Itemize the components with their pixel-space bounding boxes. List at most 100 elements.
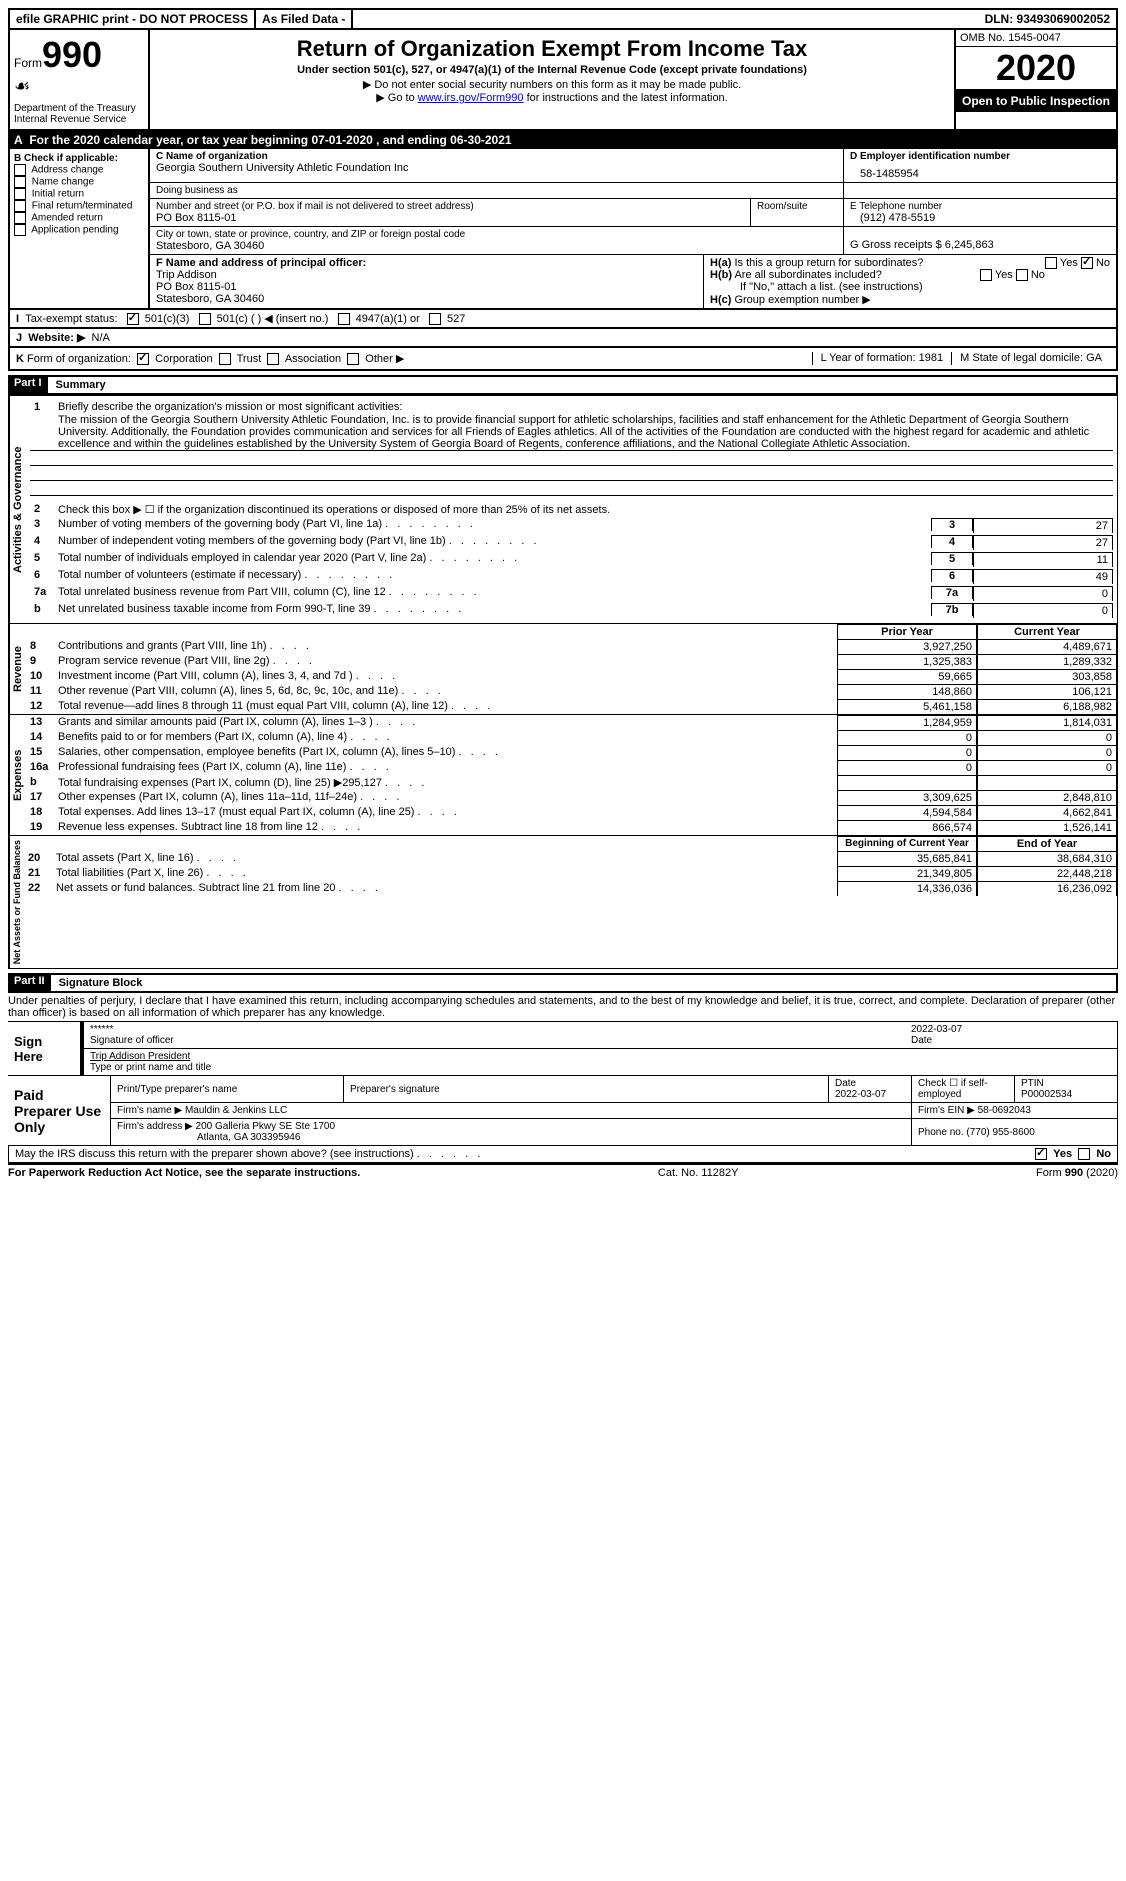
discuss-no-checkbox[interactable] (1078, 1148, 1090, 1160)
k-assoc-checkbox[interactable] (267, 353, 279, 365)
ein-label: Firm's EIN ▶ (918, 1105, 975, 1116)
hb-note: If "No," attach a list. (see instruction… (710, 281, 1110, 293)
firm-ein: 58-0692043 (978, 1105, 1031, 1116)
efile-label: efile GRAPHIC print - DO NOT PROCESS (10, 10, 256, 28)
hb-no-checkbox[interactable] (1016, 269, 1028, 281)
dba-label: Doing business as (150, 183, 843, 198)
officer-po: PO Box 8115-01 (156, 281, 237, 293)
l-value: 1981 (919, 352, 943, 364)
row-j: J Website: ▶ N/A (8, 329, 1118, 348)
top-bar: efile GRAPHIC print - DO NOT PROCESS As … (8, 8, 1118, 30)
j-value: N/A (92, 332, 110, 344)
k-label: Form of organization: (27, 353, 131, 365)
mission-text: The mission of the Georgia Southern Univ… (30, 414, 1113, 451)
subtitle-2: ▶ Do not enter social security numbers o… (154, 78, 950, 91)
firm-name: Mauldin & Jenkins LLC (185, 1105, 287, 1116)
ptin-value: P00002534 (1021, 1089, 1072, 1100)
row-a: A For the 2020 calendar year, or tax yea… (8, 131, 1118, 149)
k-opt-1: Trust (237, 353, 262, 365)
org-name: Georgia Southern University Athletic Fou… (156, 162, 837, 174)
g-label: G Gross receipts $ (850, 239, 942, 251)
b-checkbox[interactable] (14, 200, 26, 212)
b-checkbox[interactable] (14, 212, 26, 224)
prep-date-label: Date (835, 1078, 856, 1089)
prep-date: 2022-03-07 (835, 1089, 886, 1100)
city-label: City or town, state or province, country… (156, 229, 837, 240)
city-value: Statesboro, GA 30460 (156, 240, 837, 252)
discuss-yes-checkbox[interactable] (1035, 1148, 1047, 1160)
i-opt-3: 527 (447, 313, 465, 325)
yes-label: Yes (1060, 257, 1078, 269)
sig-date: 2022-03-07 (911, 1024, 962, 1035)
firm-addr2: Atlanta, GA 303395946 (117, 1132, 300, 1143)
i-527-checkbox[interactable] (429, 313, 441, 325)
hb-text: Are all subordinates included? (734, 269, 881, 281)
part1-title: Summary (48, 375, 1118, 395)
b-checkbox[interactable] (14, 176, 26, 188)
k-opt-2: Association (285, 353, 341, 365)
street-label: Number and street (or P.O. box if mail i… (156, 201, 744, 212)
block-b-d: B Check if applicable: Address change Na… (8, 149, 1118, 310)
yes-label-2: Yes (995, 269, 1013, 281)
k-opt-0: Corporation (155, 353, 212, 365)
open-inspection: Open to Public Inspection (956, 90, 1116, 112)
print-name-label: Type or print name and title (90, 1062, 211, 1073)
boy-header: Beginning of Current Year (837, 836, 977, 851)
part2-title: Signature Block (51, 973, 1118, 993)
officer-city: Statesboro, GA 30460 (156, 293, 264, 305)
b-checkbox[interactable] (14, 188, 26, 200)
ha-yes-checkbox[interactable] (1045, 257, 1057, 269)
ha-no-checkbox[interactable] (1081, 257, 1093, 269)
officer-print-name: Trip Addison President (90, 1051, 190, 1062)
k-other-checkbox[interactable] (347, 353, 359, 365)
hc-text: Group exemption number ▶ (734, 294, 870, 306)
ha-text: Is this a group return for subordinates? (734, 257, 923, 269)
exp-label: Expenses (9, 715, 26, 835)
sig-officer-label: Signature of officer (90, 1035, 174, 1046)
part1-label: Part I (8, 375, 48, 395)
subtitle-3a: ▶ Go to (376, 92, 417, 104)
tax-year: 2020 (956, 47, 1116, 90)
current-year-header: Current Year (977, 624, 1117, 639)
prior-year-header: Prior Year (837, 624, 977, 639)
k-corp-checkbox[interactable] (137, 353, 149, 365)
i-501c3-checkbox[interactable] (127, 313, 139, 325)
rev-label: Revenue (9, 624, 26, 714)
k-opt-3: Other ▶ (365, 353, 404, 365)
part2-label: Part II (8, 973, 51, 993)
row-a-text: For the 2020 calendar year, or tax year … (29, 133, 511, 147)
i-opt-0: 501(c)(3) (145, 313, 190, 325)
ein-value: 58-1485954 (850, 162, 1110, 180)
i-opt-1: 501(c) ( ) ◀ (insert no.) (217, 313, 329, 325)
asfiled-label: As Filed Data - (256, 10, 353, 28)
firm-label: Firm's name ▶ (117, 1105, 182, 1116)
actgov-label: Activities & Governance (9, 396, 26, 623)
irs-link[interactable]: www.irs.gov/Form990 (418, 92, 524, 104)
prep-name-label: Print/Type preparer's name (111, 1076, 344, 1103)
hb-yes-checkbox[interactable] (980, 269, 992, 281)
m-label: M State of legal domicile: (960, 352, 1083, 364)
eoy-header: End of Year (977, 836, 1117, 851)
sign-here-label: Sign Here (8, 1022, 82, 1076)
i-4947-checkbox[interactable] (338, 313, 350, 325)
pra-notice: For Paperwork Reduction Act Notice, see … (8, 1167, 360, 1179)
ptin-label: PTIN (1021, 1078, 1044, 1089)
f-label: F Name and address of principal officer: (156, 257, 366, 269)
net-label: Net Assets or Fund Balances (9, 836, 24, 968)
sig-stars: ****** (90, 1024, 113, 1035)
b-header: B Check if applicable: (14, 153, 118, 164)
k-trust-checkbox[interactable] (219, 353, 231, 365)
line2-text: Check this box ▶ ☐ if the organization d… (58, 503, 1113, 516)
form-label: Form (14, 56, 42, 70)
i-label: Tax-exempt status: (25, 313, 117, 325)
subtitle-1: Under section 501(c), 527, or 4947(a)(1)… (154, 64, 950, 76)
g-value: 6,245,863 (945, 239, 994, 251)
no-label: No (1096, 257, 1110, 269)
i-501c-checkbox[interactable] (199, 313, 211, 325)
discuss-q: May the IRS discuss this return with the… (15, 1148, 414, 1160)
room-label: Room/suite (750, 199, 843, 226)
b-checkbox[interactable] (14, 164, 26, 176)
form-title: Return of Organization Exempt From Incom… (154, 36, 950, 62)
b-checkbox[interactable] (14, 224, 26, 236)
paid-prep-label: Paid Preparer Use Only (8, 1076, 111, 1146)
